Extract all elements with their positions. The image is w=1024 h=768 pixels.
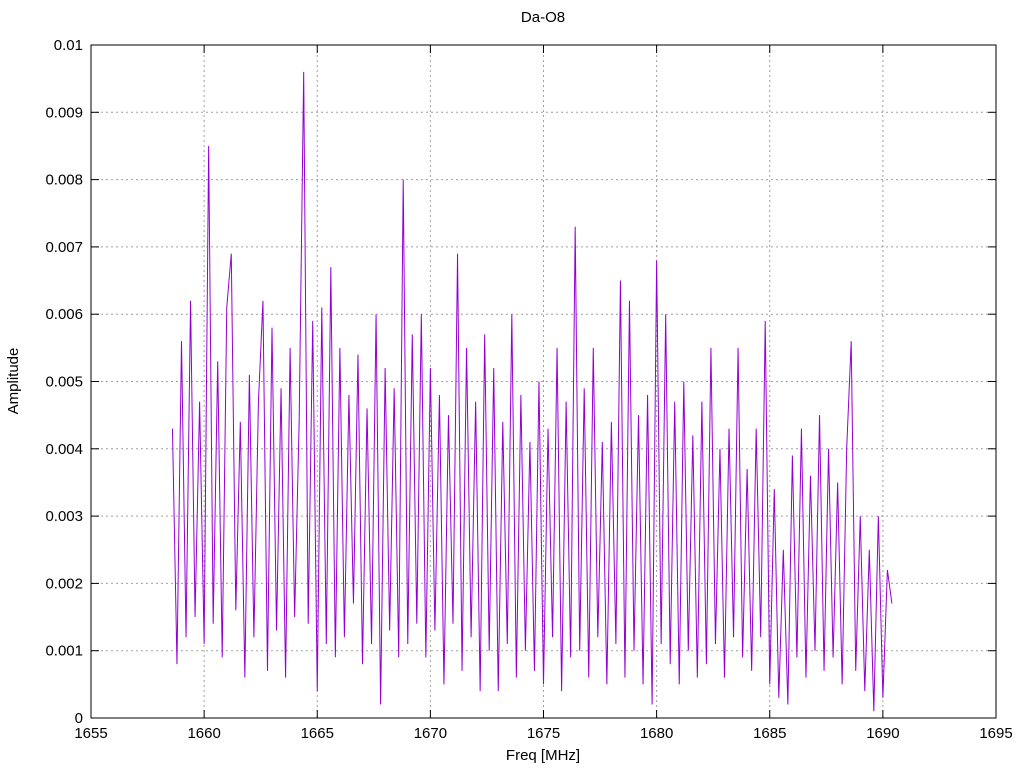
y-tick-label: 0 bbox=[75, 710, 83, 727]
data-line bbox=[171, 71, 893, 712]
y-tick-label: 0.009 bbox=[45, 104, 83, 121]
y-tick-label: 0.008 bbox=[45, 172, 83, 189]
x-tick-label: 1685 bbox=[753, 725, 786, 742]
y-tick-label: 0.007 bbox=[45, 239, 83, 256]
y-tick-label: 0.01 bbox=[54, 37, 83, 54]
y-tick-label: 0.003 bbox=[45, 508, 83, 525]
plot-frame bbox=[90, 44, 997, 719]
x-tick-label: 1670 bbox=[414, 725, 447, 742]
y-axis-label: Amplitude bbox=[5, 348, 22, 415]
x-tick-label: 1695 bbox=[979, 725, 1012, 742]
x-tick-label: 1690 bbox=[866, 725, 899, 742]
x-axis-label: Freq [MHz] bbox=[506, 747, 580, 764]
y-tick-label: 0.001 bbox=[45, 643, 83, 660]
y-tick-label: 0.006 bbox=[45, 306, 83, 323]
y-tick-label: 0.002 bbox=[45, 575, 83, 592]
y-tick-label: 0.004 bbox=[45, 441, 83, 458]
x-tick-label: 1655 bbox=[74, 725, 107, 742]
x-tick-label: 1675 bbox=[527, 725, 560, 742]
y-tick-label: 0.005 bbox=[45, 374, 83, 391]
x-tick-label: 1660 bbox=[187, 725, 220, 742]
x-tick-label: 1680 bbox=[640, 725, 673, 742]
chart-title: Da-O8 bbox=[521, 9, 565, 26]
x-tick-label: 1665 bbox=[301, 725, 334, 742]
